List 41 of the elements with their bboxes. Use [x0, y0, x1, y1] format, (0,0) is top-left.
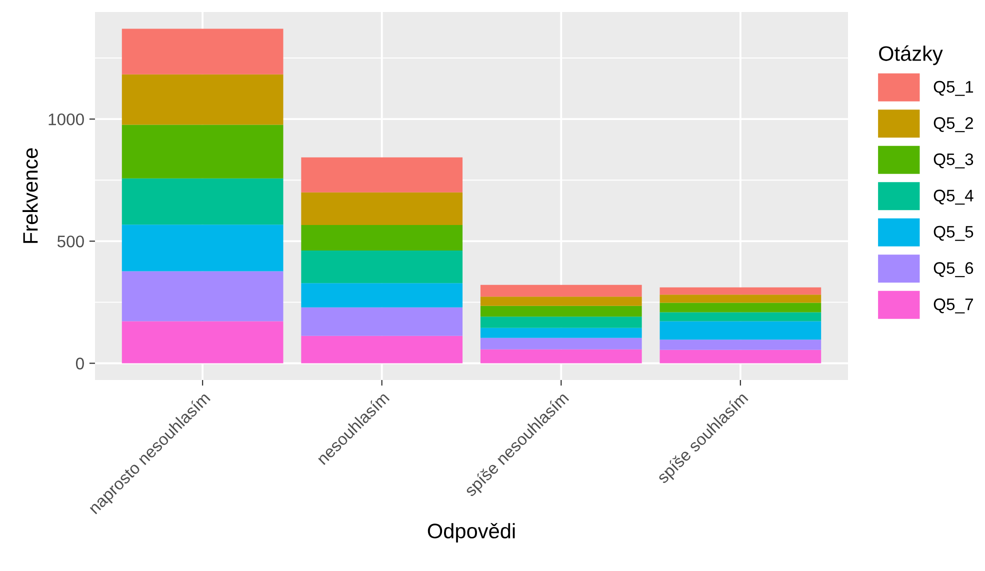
bar	[122, 124, 284, 178]
bar	[301, 307, 463, 336]
bar	[301, 192, 463, 226]
bar	[480, 284, 642, 297]
legend-label: Q5_5	[934, 226, 974, 241]
legend-label: Q5_6	[934, 262, 974, 278]
bar	[480, 296, 642, 306]
y-tick-label: 500	[57, 236, 84, 248]
bar	[122, 28, 284, 74]
bar	[122, 224, 284, 272]
legend-label: Q5_3	[934, 153, 974, 168]
bar	[301, 250, 463, 284]
y-tick-label: 1000	[48, 113, 84, 126]
bar	[660, 287, 822, 295]
bar	[480, 328, 642, 338]
legend-label: Q5_1	[934, 80, 974, 96]
bar	[301, 225, 463, 250]
bar	[480, 306, 642, 317]
bar	[660, 321, 822, 340]
x-axis-title: Odpovědi	[428, 523, 515, 543]
bar	[122, 321, 284, 364]
bar	[122, 74, 284, 125]
y-tick-label: 0	[76, 358, 84, 370]
bar	[301, 157, 463, 192]
bar	[122, 271, 284, 322]
legend-label: Q5_2	[934, 117, 973, 132]
legend-label: Q5_4	[934, 190, 974, 205]
y-axis-title: Frekvence	[22, 148, 38, 243]
bar	[480, 338, 642, 350]
bar	[122, 178, 284, 225]
legend-title: Otázky	[879, 45, 943, 66]
bar	[660, 340, 822, 350]
bar	[660, 350, 822, 364]
bar	[480, 349, 642, 364]
bar	[660, 312, 822, 322]
bar	[301, 336, 463, 364]
bar	[301, 283, 463, 308]
bar	[660, 294, 822, 303]
legend-label: Q5_7	[934, 298, 973, 314]
bar	[480, 316, 642, 328]
bar	[660, 302, 822, 312]
